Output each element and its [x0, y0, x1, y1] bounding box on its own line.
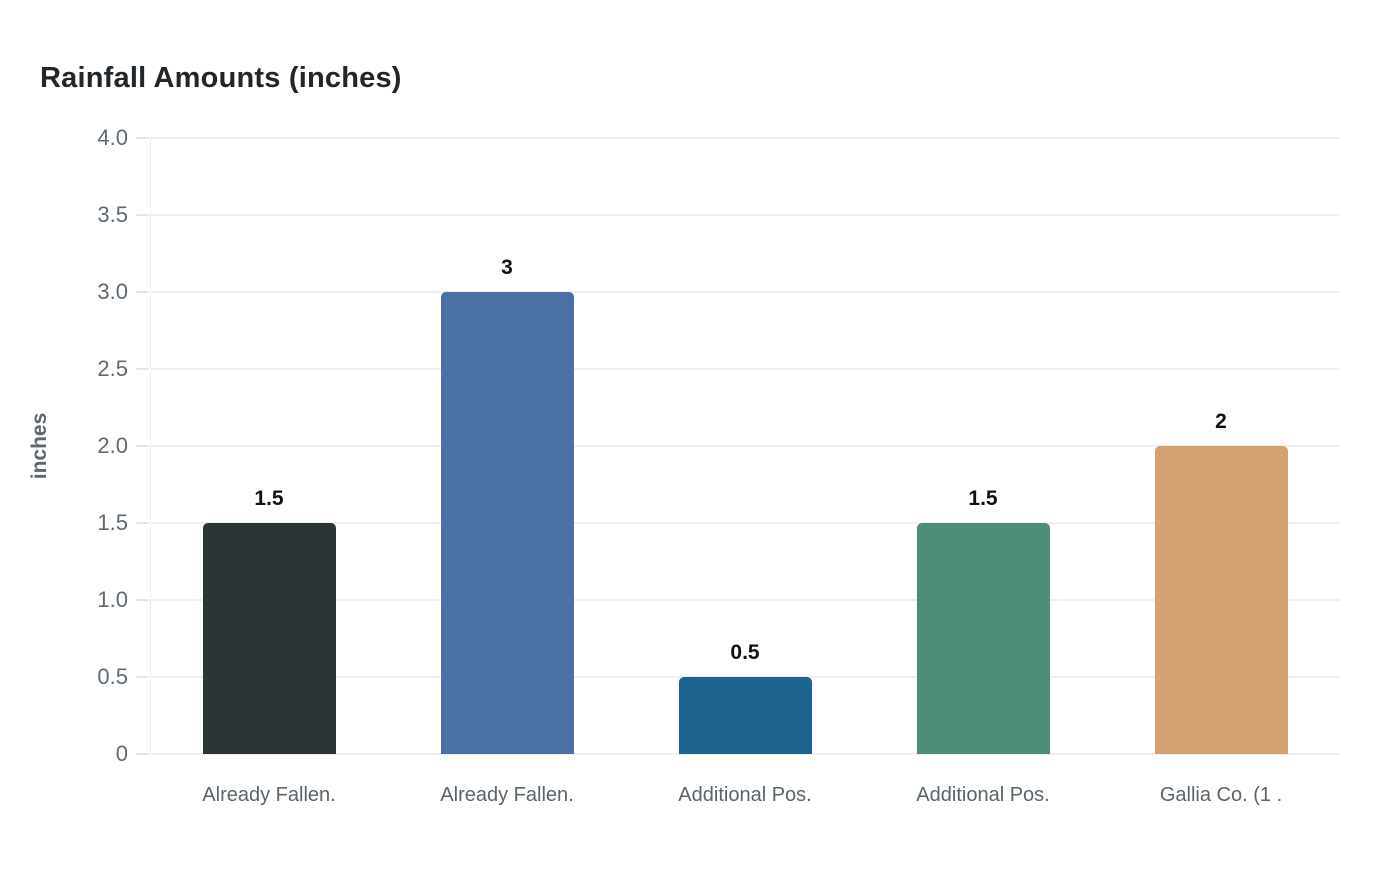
y-tick-label: 3.0 — [97, 279, 128, 304]
x-category-label: Additional Pos. — [916, 784, 1050, 806]
x-category-label: Gallia Co. (1 . — [1159, 784, 1283, 806]
gridline — [150, 137, 1340, 139]
gridline — [150, 368, 1340, 370]
y-tick-mark — [136, 522, 149, 524]
gridline — [150, 445, 1340, 447]
y-tick-mark — [136, 753, 149, 755]
bar-value-label: 0.5 — [730, 641, 760, 664]
gridline — [150, 522, 1340, 524]
y-tick-label: 2.0 — [97, 433, 128, 458]
gridline — [150, 214, 1340, 216]
bar-value-label: 1.5 — [968, 487, 998, 510]
y-tick-label: 4.0 — [97, 125, 128, 150]
y-tick-label: 2.5 — [97, 356, 128, 381]
x-category-label: Already Fallen. — [202, 784, 336, 806]
y-tick-label: 0 — [115, 741, 128, 766]
y-tick-mark — [136, 676, 149, 678]
y-tick-mark — [136, 445, 149, 447]
x-category-label: Already Fallen. — [440, 784, 574, 806]
y-tick-label: 1.5 — [97, 510, 128, 535]
bar-value-label: 1.5 — [254, 487, 284, 510]
y-tick-mark — [136, 291, 149, 293]
gridline — [150, 753, 1340, 755]
x-category-label: Additional Pos. — [678, 784, 812, 806]
bar-1 — [202, 523, 336, 754]
chart-title: Rainfall Amounts (inches) — [40, 62, 402, 94]
y-tick-mark — [136, 214, 149, 216]
bar-2 — [440, 292, 574, 754]
y-tick-mark — [136, 368, 149, 370]
bar-value-label: 3 — [501, 256, 513, 279]
gridline — [150, 599, 1340, 601]
y-tick-label: 1.0 — [97, 587, 128, 612]
y-tick-label: 3.5 — [97, 202, 128, 227]
bar-3 — [678, 677, 812, 754]
y-tick-label: 0.5 — [97, 664, 128, 689]
bar-value-label: 2 — [1215, 410, 1227, 433]
bar-5 — [1154, 446, 1288, 754]
bar-4 — [916, 523, 1050, 754]
y-tick-mark — [136, 137, 149, 139]
y-tick-mark — [136, 599, 149, 601]
gridline — [150, 291, 1340, 293]
